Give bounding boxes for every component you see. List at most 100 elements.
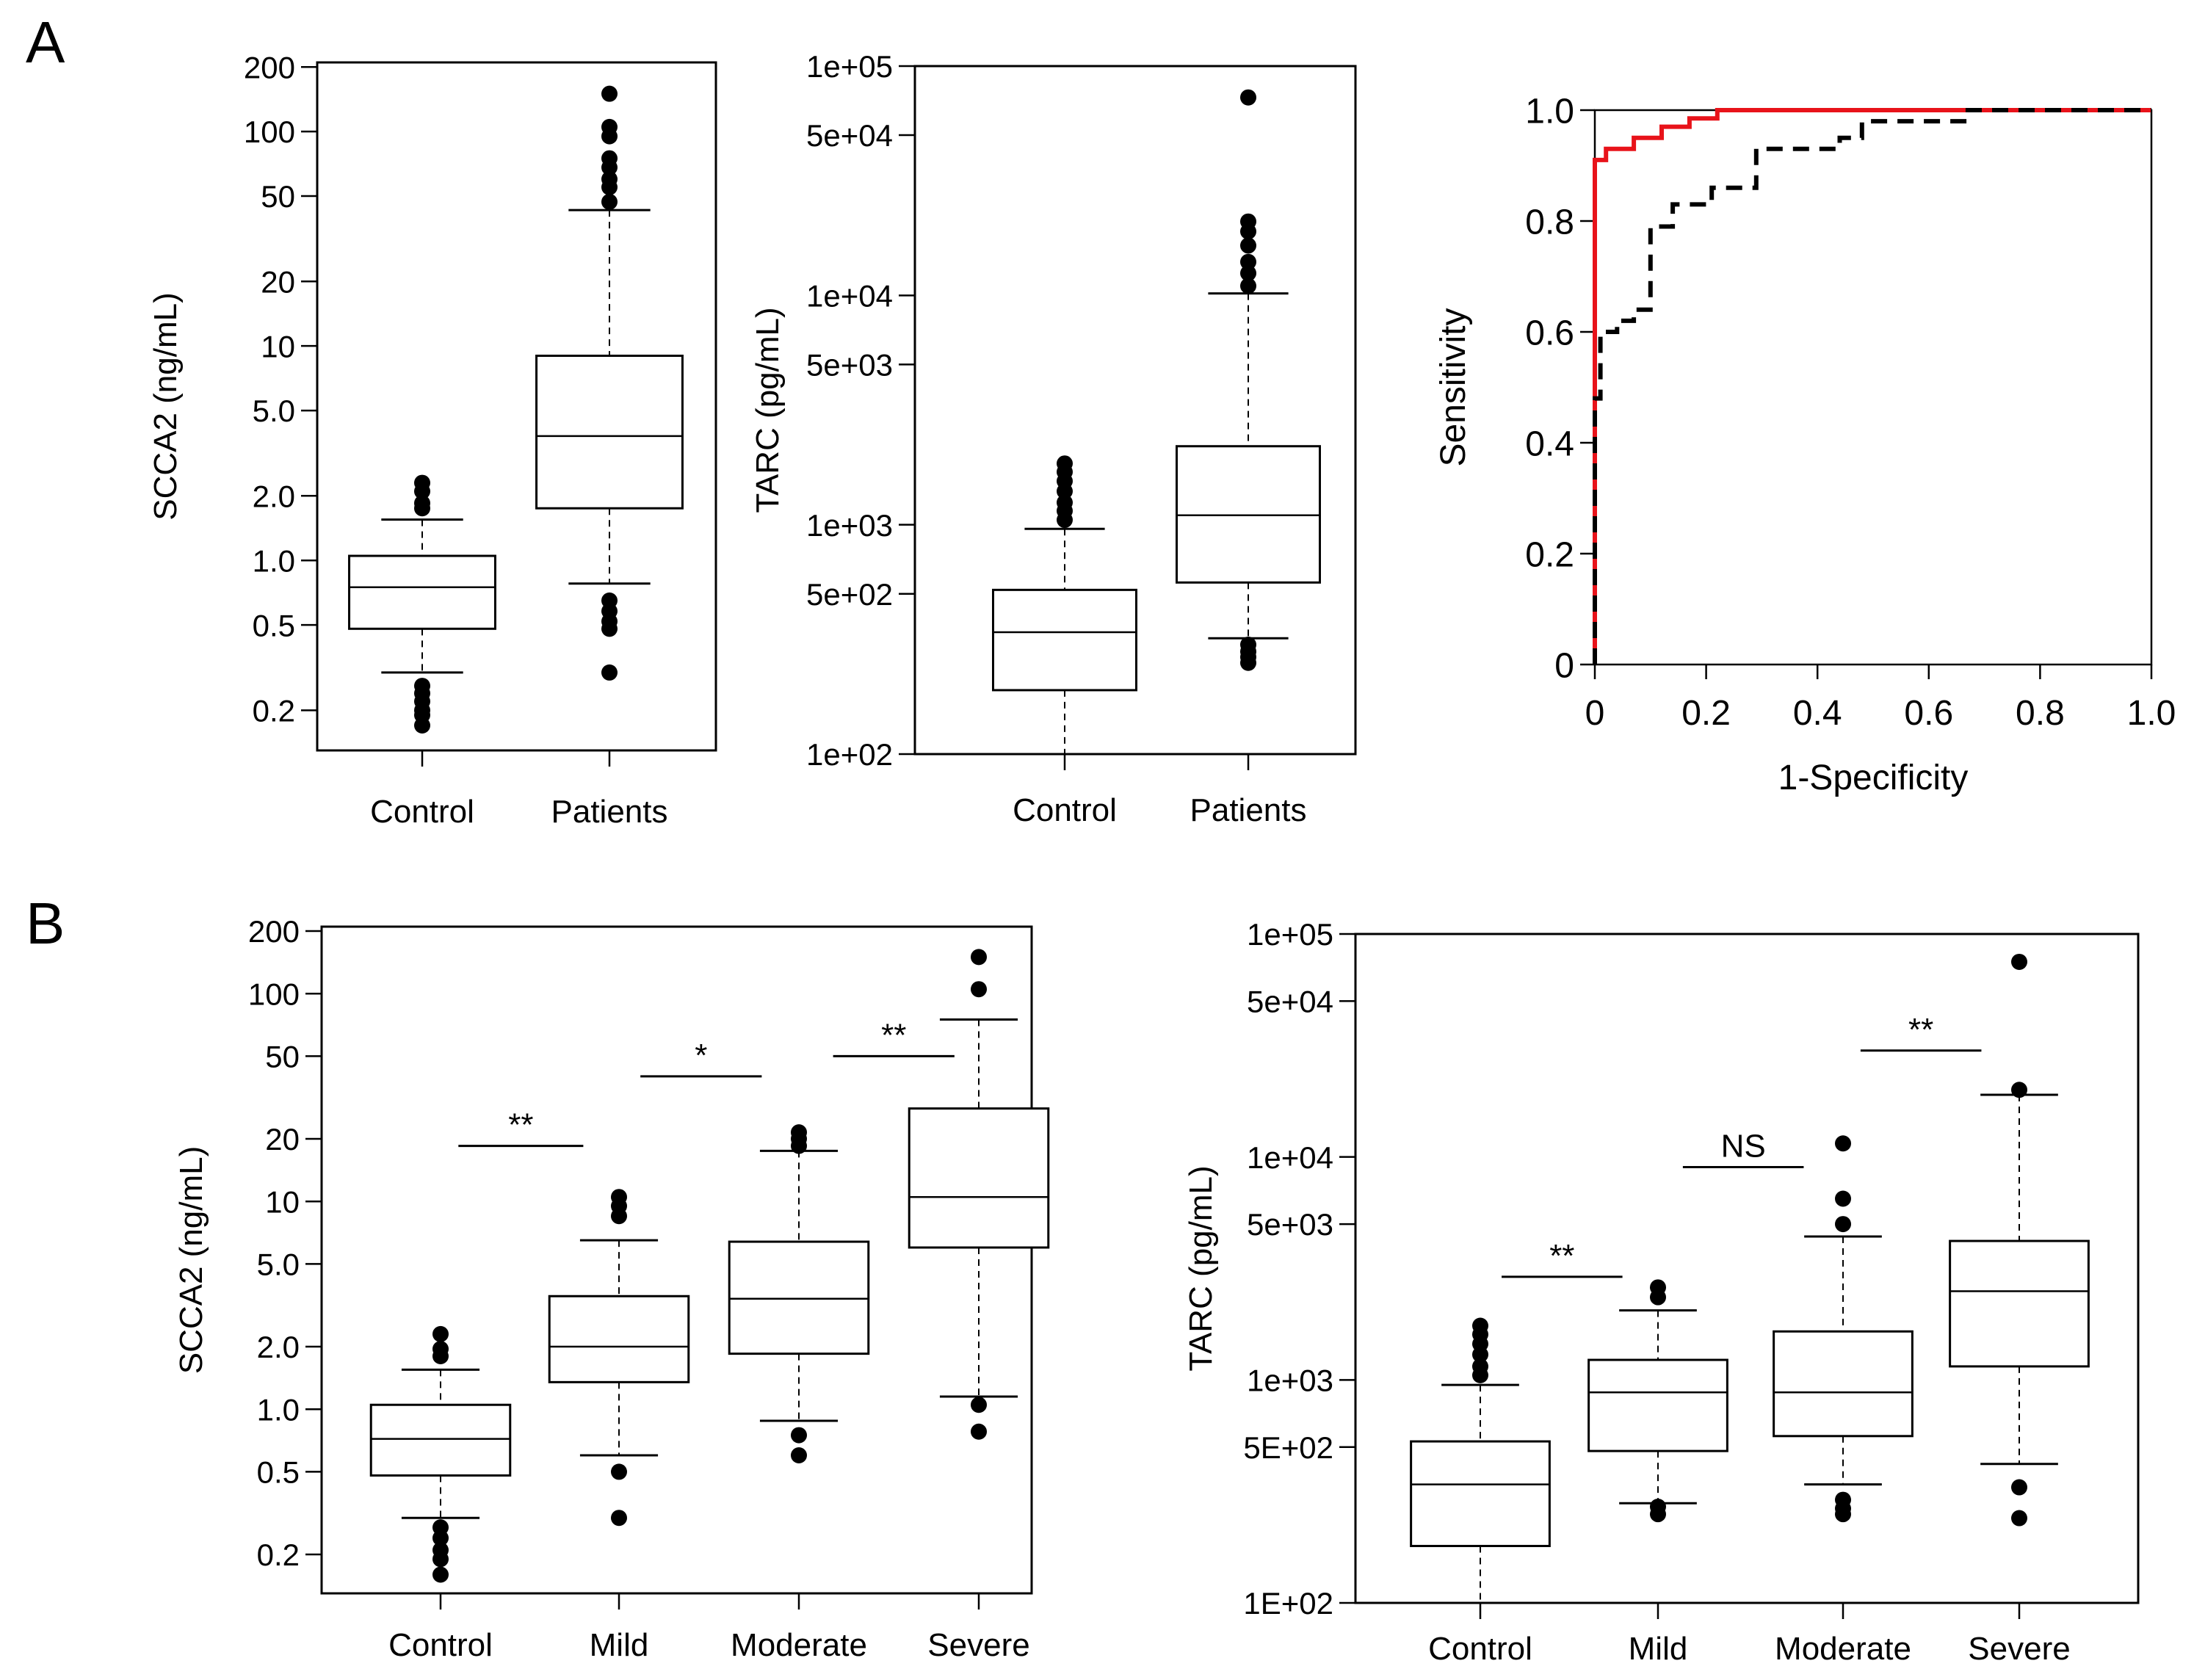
y-tick-label: 50 [265, 1040, 300, 1074]
outlier-point [601, 85, 618, 102]
outlier-point [2011, 1510, 2027, 1527]
box-iqr [1410, 1440, 1551, 1547]
y-tick-label: 0.5 [257, 1455, 300, 1490]
x-tick-label: 0.6 [1904, 694, 1953, 733]
y-tick-label: 0.2 [1525, 535, 1574, 574]
plot-frame [1354, 933, 2140, 1604]
outlier-point [1240, 237, 1256, 254]
y-tick-label: 5E+02 [1243, 1430, 1333, 1465]
outlier-point [611, 1510, 627, 1527]
box-iqr [548, 1295, 690, 1383]
outlier-point [1835, 1491, 1851, 1508]
x-category-label: Moderate [731, 1627, 867, 1663]
significance-label: ** [508, 1107, 533, 1143]
outlier-point [414, 678, 430, 695]
y-tick-label: 20 [261, 264, 295, 299]
chart-scca2-by-severity: 0.2 0.5 1.0 2.0 5.0 10 20 50 100 200 SCCA2 (ng/mL)… [173, 914, 1050, 1663]
outlier-point [414, 474, 430, 491]
box-iqr [728, 1240, 870, 1355]
y-tick-label: 1e+03 [1247, 1363, 1333, 1397]
y-tick-label: 1.0 [257, 1392, 300, 1427]
significance-label: NS [1721, 1129, 1766, 1165]
box-iqr [908, 1107, 1050, 1249]
x-category-label: Control [370, 794, 474, 830]
y-tick-label: 0.2 [253, 693, 295, 728]
outlier-point [971, 949, 987, 966]
x-category-label: Control [1013, 792, 1117, 828]
y-tick-label: 50 [261, 179, 295, 214]
panel-label-a: A [26, 10, 65, 75]
y-tick-label: 1e+04 [1247, 1140, 1333, 1175]
y-tick-label: 1E+02 [1243, 1586, 1333, 1621]
outlier-point [601, 592, 618, 609]
y-tick-label: 100 [244, 115, 295, 149]
y-tick-label: 1e+05 [1247, 917, 1333, 952]
outlier-point [432, 1341, 449, 1358]
x-category-label: Severe [927, 1627, 1029, 1663]
box-iqr [348, 554, 496, 630]
y-axis-title: SCCA2 (ng/mL) [173, 1146, 209, 1375]
x-category-label: Control [388, 1627, 493, 1663]
y-axis-title: TARC (pg/mL) [750, 307, 786, 513]
x-tick-label: 1.0 [2127, 694, 2176, 733]
outlier-point [971, 1423, 987, 1440]
significance-label: ** [881, 1017, 906, 1053]
outlier-point [791, 1447, 807, 1464]
y-tick-label: 1e+02 [806, 737, 893, 772]
box-iqr [992, 588, 1137, 692]
outlier-point [971, 1397, 987, 1413]
box-iqr [369, 1403, 512, 1477]
box-iqr [1587, 1358, 1728, 1452]
significance-label: * [695, 1038, 707, 1073]
plot-frame [913, 65, 1357, 756]
y-tick-label: 1.0 [253, 543, 295, 578]
outlier-point [432, 1542, 449, 1559]
y-tick-label: 5e+03 [806, 347, 893, 382]
y-tick-label: 5e+04 [806, 118, 893, 153]
outlier-point [1057, 455, 1073, 472]
outlier-point [601, 664, 618, 681]
x-axis-title: 1-Specificity [1778, 758, 1969, 797]
x-category-label: Moderate [1775, 1631, 1911, 1667]
box-iqr [535, 355, 684, 510]
y-tick-label: 5e+03 [1247, 1207, 1333, 1242]
y-tick-label: 5e+02 [806, 577, 893, 612]
x-category-label: Severe [1968, 1631, 2070, 1667]
outlier-point [611, 1463, 627, 1480]
x-tick-label: 0.8 [2016, 694, 2065, 733]
chart-roc-curve: 0 0.2 0.4 0.6 0.8 1.0 0 0.2 0.4 0.6 0.8 1.0 1-Specif… [1434, 92, 2176, 797]
outlier-point [1650, 1499, 1666, 1516]
y-tick-label: 0.5 [253, 608, 295, 642]
x-category-label: Control [1428, 1631, 1532, 1667]
chart-scca2-control-vs-patients: 0.2 0.5 1.0 2.0 5.0 10 20 50 100 200 SCCA2 (ng/mL)… [148, 50, 717, 830]
y-tick-label: 5.0 [253, 394, 295, 428]
box-iqr [1949, 1239, 2090, 1368]
y-tick-label: 1e+03 [806, 508, 893, 543]
outlier-point [1240, 253, 1256, 270]
y-tick-label: 0.2 [257, 1538, 300, 1572]
y-axis-title: Sensitivity [1434, 308, 1473, 466]
y-tick-label: 2.0 [257, 1330, 300, 1364]
x-category-label: Patients [1190, 792, 1307, 828]
y-tick-label: 5.0 [257, 1248, 300, 1282]
plot-frame [1593, 109, 2153, 666]
x-tick-label: 0.2 [1681, 694, 1731, 733]
outlier-point [1240, 265, 1256, 282]
outlier-point [1057, 494, 1073, 511]
outlier-point [791, 1124, 807, 1141]
x-tick-label: 0 [1585, 694, 1605, 733]
outlier-point [1240, 89, 1256, 106]
outlier-point [2011, 1479, 2027, 1496]
significance-label: ** [1549, 1238, 1574, 1274]
outlier-point [414, 495, 430, 512]
outlier-point [2011, 1082, 2027, 1098]
outlier-point [1240, 636, 1256, 653]
y-tick-label: 0 [1554, 646, 1574, 685]
panel-label-b: B [26, 891, 65, 956]
y-tick-label: 2.0 [253, 479, 295, 513]
outlier-point [1650, 1279, 1666, 1296]
outlier-point [2011, 953, 2027, 970]
significance-label: ** [1908, 1012, 1933, 1048]
y-tick-label: 10 [261, 329, 295, 363]
y-tick-label: 0.4 [1525, 424, 1574, 463]
